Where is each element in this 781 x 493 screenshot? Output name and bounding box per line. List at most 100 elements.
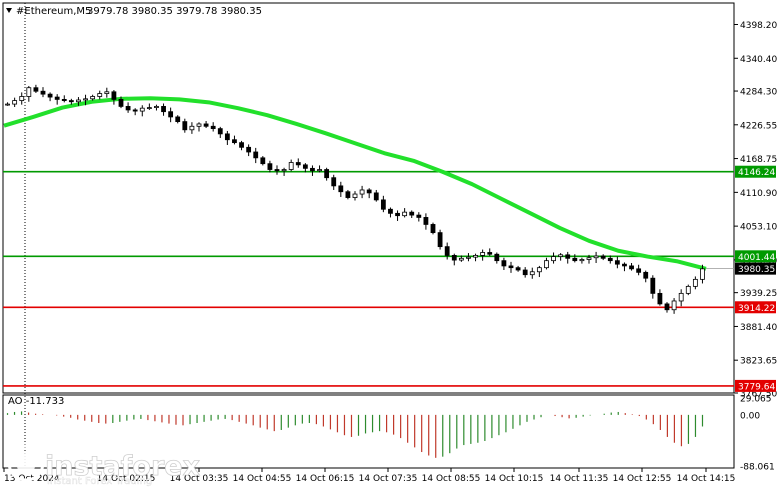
- candle-body: [345, 191, 351, 198]
- candle-body: [217, 128, 223, 135]
- price-tick-label: 3767.50: [740, 390, 777, 400]
- candle-body: [12, 100, 18, 105]
- candle-body: [203, 123, 209, 127]
- candle-body: [161, 106, 166, 113]
- candle-body: [196, 123, 202, 127]
- candle-body: [657, 292, 663, 305]
- logo-circle-icon: [7, 444, 45, 482]
- candle-body: [544, 260, 549, 269]
- candle-body: [168, 111, 174, 118]
- candle-body: [643, 271, 649, 279]
- candle-body: [444, 246, 450, 256]
- current-price-badge: [735, 262, 776, 275]
- candle-body: [650, 277, 656, 294]
- candle-body: [395, 212, 400, 217]
- level-badge-label: 4146.24: [738, 168, 775, 178]
- candle-body: [430, 224, 436, 234]
- quote-values: 3979.78 3980.35 3979.78 3980.35: [87, 6, 262, 17]
- candle-body: [40, 90, 46, 95]
- candle-body: [437, 232, 443, 248]
- oscillator-tick-label: -88.061: [740, 463, 775, 473]
- candle-body: [480, 252, 486, 256]
- candle-body: [288, 162, 294, 170]
- candle-body: [551, 256, 556, 262]
- candle-body: [274, 169, 280, 172]
- candle-body: [33, 87, 39, 92]
- current-price-label: 3980.35: [738, 265, 775, 275]
- candle-body: [281, 169, 287, 172]
- candle-body: [54, 96, 60, 100]
- candle-body: [19, 96, 25, 101]
- candle-body: [267, 163, 273, 170]
- candle-body: [614, 260, 620, 265]
- candle-body: [232, 139, 237, 144]
- candle-body: [586, 257, 592, 260]
- price-tick-label: 4110.90: [740, 189, 777, 199]
- dropdown-triangle-icon[interactable]: [6, 8, 12, 13]
- oscillator-tick-label: 29.065: [740, 395, 772, 405]
- candle-body: [593, 255, 599, 259]
- candle-body: [402, 211, 408, 217]
- level-badge-label: 3914.22: [738, 304, 775, 314]
- candle-body: [373, 192, 379, 201]
- candle-body: [104, 91, 110, 94]
- candle-body: [409, 211, 415, 216]
- candle-body: [111, 91, 117, 100]
- candle-body: [132, 109, 138, 112]
- candle-body: [388, 208, 393, 214]
- candle-body: [331, 177, 337, 187]
- candle-body: [529, 271, 535, 276]
- candle-body: [352, 193, 358, 198]
- price-tick-label: 4284.30: [740, 88, 777, 98]
- time-tick-label: 14 Oct 11:35: [550, 474, 609, 484]
- candle-body: [189, 125, 195, 131]
- oscillator-label: AO -11.733: [8, 396, 64, 407]
- candle-body: [61, 99, 67, 101]
- candle-body: [423, 217, 429, 225]
- candle-body: [97, 93, 103, 97]
- candle-body: [210, 125, 216, 130]
- time-tick-label: 14 Oct 03:35: [170, 474, 229, 484]
- candle-body: [600, 255, 606, 259]
- candle-body: [175, 116, 181, 123]
- candle-body: [536, 267, 542, 273]
- candle-body: [636, 268, 642, 273]
- candle-body: [359, 189, 365, 195]
- price-tick-label: 3881.40: [740, 323, 777, 333]
- price-tick-label: 4053.10: [740, 223, 777, 233]
- candle-body: [458, 257, 464, 261]
- time-tick-label: 14 Oct 04:55: [233, 474, 292, 484]
- candle-body: [338, 185, 344, 193]
- candle-body: [565, 254, 571, 259]
- symbol-label: #Ethereum,M5: [16, 6, 91, 17]
- price-tick-label: 4398.20: [740, 21, 777, 31]
- candle-body: [118, 99, 124, 107]
- candle-body: [295, 162, 301, 166]
- instaforex-logo: instaforex Instant Forex Trading: [7, 444, 200, 487]
- candle-body: [182, 121, 188, 131]
- watermark-tagline: Instant Forex Trading: [47, 476, 152, 487]
- candle-body: [47, 93, 53, 98]
- candle-body: [154, 106, 159, 108]
- candle-body: [366, 189, 372, 194]
- level-badge-label: 3779.64: [738, 382, 775, 392]
- candle-body: [68, 100, 74, 103]
- candle-body: [317, 169, 322, 172]
- candle-body: [671, 300, 677, 311]
- candle-body: [579, 259, 585, 262]
- price-tick-label: 4226.55: [740, 121, 777, 131]
- candle-body: [246, 146, 252, 153]
- candle-body: [260, 157, 266, 165]
- price-tick-label: 3823.65: [740, 357, 777, 367]
- time-tick-label: 14 Oct 07:35: [359, 474, 418, 484]
- candle-body: [522, 269, 528, 276]
- price-tick-label: 4168.75: [740, 155, 777, 165]
- candle-body: [629, 265, 634, 270]
- candle-body: [685, 285, 691, 294]
- time-tick-label: 14 Oct 02:15: [97, 474, 156, 484]
- candle-body: [76, 99, 81, 103]
- candle-body: [302, 164, 308, 169]
- time-tick-label: 14 Oct 14:15: [677, 474, 736, 484]
